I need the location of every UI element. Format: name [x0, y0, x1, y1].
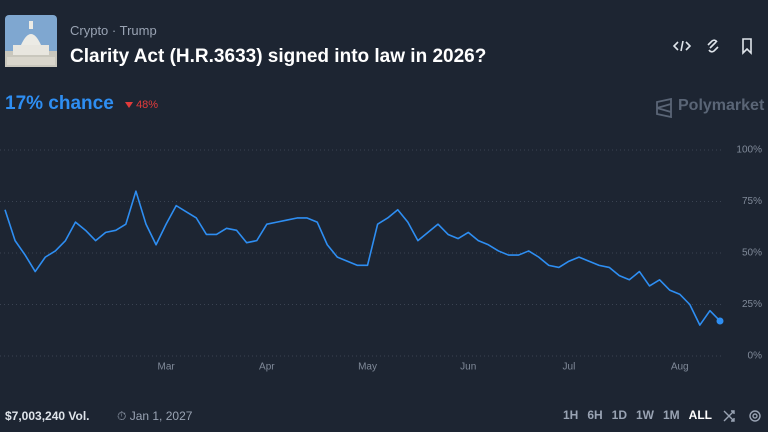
down-arrow — [125, 102, 133, 108]
actions — [672, 38, 752, 55]
market-image — [5, 15, 57, 67]
x-tick-label: Jul — [563, 362, 576, 373]
range-buttons: 1H 6H 1D 1W 1M ALL — [563, 408, 712, 422]
range-button[interactable]: 1D — [611, 408, 627, 422]
link-icon[interactable] — [707, 39, 719, 53]
y-tick-label: 50% — [742, 248, 762, 259]
y-tick-label: 75% — [742, 196, 762, 207]
chart: 0% 25% 50% 75% 100% Mar Apr May Jun Jul Aug — [0, 145, 763, 373]
end-date: ⏱ Jan 1, 2027 — [117, 409, 193, 423]
range-button[interactable]: ALL — [688, 408, 712, 422]
settings-icon[interactable] — [749, 410, 761, 422]
change: 48% — [125, 99, 158, 111]
range-button[interactable]: 1W — [636, 408, 654, 422]
brand-logo — [656, 98, 672, 118]
current-point — [716, 317, 724, 325]
chance: 17% chance — [5, 93, 114, 114]
brand: Polymarket — [678, 97, 765, 114]
tags: Crypto · Trump — [70, 23, 157, 38]
end-date-text: Jan 1, 2027 — [129, 409, 193, 423]
shuffle-icon[interactable] — [723, 410, 735, 422]
x-tick-label: Apr — [259, 362, 275, 373]
tag[interactable]: Trump — [119, 23, 157, 38]
x-tick-label: May — [358, 362, 377, 373]
tag[interactable]: Crypto — [70, 23, 109, 38]
y-tick-label: 100% — [736, 145, 762, 156]
volume: $7,003,240 Vol. — [5, 409, 90, 423]
market-title: Clarity Act (H.R.3633) signed into law i… — [70, 46, 487, 67]
x-tick-label: Jun — [460, 362, 476, 373]
range-button[interactable]: 1M — [663, 408, 680, 422]
y-tick-label: 25% — [742, 299, 762, 310]
price-line — [4, 190, 721, 326]
embed-icon[interactable] — [672, 40, 692, 52]
chart-controls — [723, 410, 761, 422]
range-button[interactable]: 6H — [587, 408, 603, 422]
y-tick-label: 0% — [748, 351, 763, 362]
range-button[interactable]: 1H — [562, 408, 579, 422]
x-tick-label: Mar — [158, 362, 176, 373]
x-tick-label: Aug — [671, 362, 689, 373]
bookmark-icon[interactable] — [742, 38, 752, 55]
change-value: 48% — [136, 99, 159, 111]
